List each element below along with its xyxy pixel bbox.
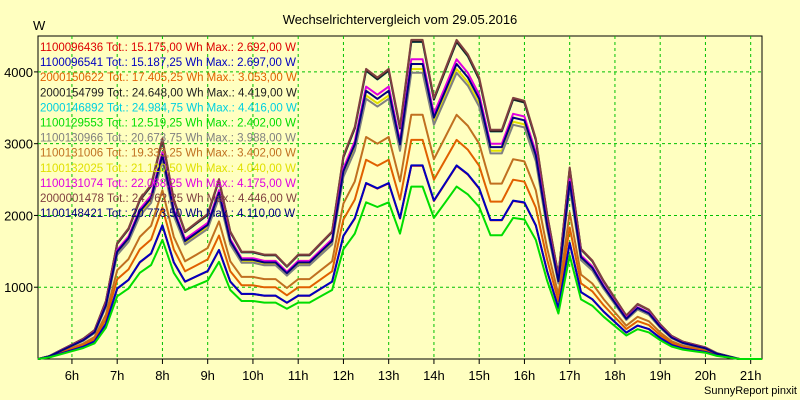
- x-tick-label: 12h: [333, 368, 355, 383]
- series-line-1100129553: [37, 185, 762, 360]
- legend-entry-1100096541: 1100096541 Tot.: 15.187,25 Wh Max.: 2.69…: [40, 57, 296, 69]
- series-line-1100148421: [37, 63, 762, 360]
- x-tick-label: 7h: [110, 368, 124, 383]
- chart-title: Wechselrichtervergleich vom 29.05.2016: [283, 12, 518, 27]
- y-axis-unit: W: [33, 18, 46, 33]
- x-tick-label: 19h: [649, 368, 671, 383]
- x-tick-label: 13h: [378, 368, 400, 383]
- legend-entry-2000150622: 2000150622 Tot.: 17.405,25 Wh Max.: 3.05…: [40, 72, 297, 84]
- legend-entry-1100148421: 1100148421 Tot.: 20.773,50 Wh Max.: 4.11…: [40, 208, 295, 220]
- plot-frame: [37, 35, 763, 360]
- x-tick-label: 20h: [695, 368, 717, 383]
- legend-entry-1100129553: 1100129553 Tot.: 12.519,25 Wh Max.: 2.40…: [40, 118, 296, 130]
- x-tick-label: 18h: [604, 368, 626, 383]
- footer-credit: SunnyReport pinxit: [704, 385, 797, 397]
- y-tick-label: 1000: [4, 280, 33, 295]
- series-line-1100131006: [37, 113, 762, 360]
- x-tick-label: 16h: [514, 368, 536, 383]
- x-tick-label: 9h: [200, 368, 214, 383]
- x-tick-label: 21h: [740, 368, 762, 383]
- series-line-2000001478: [37, 38, 762, 360]
- legend-entry-2000154799: 2000154799 Tot.: 24.648,00 Wh Max.: 4.41…: [40, 87, 297, 99]
- y-tick-label: 3000: [4, 137, 33, 152]
- series-line-2000150622: [37, 138, 762, 360]
- x-tick-label: 6h: [65, 368, 79, 383]
- legend-entry-2000146892: 2000146892 Tot.: 24.984,75 Wh Max.: 4.41…: [40, 102, 297, 114]
- legend-entry-1100096436: 1100096436 Tot.: 15.175,00 Wh Max.: 2.69…: [40, 42, 296, 54]
- legend-entry-1100130966: 1100130966 Tot.: 20.673,75 Wh Max.: 3.98…: [40, 133, 296, 145]
- plot-area: 6h 7h 8h 9h 10h 11h 12h 13h 14h 15h 16h 17h 18h 19h 20…: [4, 35, 763, 383]
- x-tick-label: 11h: [288, 368, 309, 383]
- x-tick-label: 10h: [242, 368, 264, 383]
- legend-entry-1100131006: 1100131006 Tot.: 19.333,25 Wh Max.: 3.40…: [40, 148, 296, 160]
- series-line-1100130966: [37, 71, 762, 360]
- legend-entry-2000001478: 2000001478 Tot.: 24.762,25 Wh Max.: 4.44…: [40, 193, 297, 205]
- legend-entry-1100131074: 1100131074 Tot.: 22.068,25 Wh Max.: 4.17…: [40, 178, 296, 190]
- series-line-1100096541: [37, 164, 762, 360]
- x-tick-label: 14h: [423, 368, 445, 383]
- x-tick-label: 8h: [155, 368, 169, 383]
- y-tick-label: 4000: [4, 65, 33, 80]
- y-tick-label: 2000: [4, 208, 33, 223]
- x-tick-label: 15h: [468, 368, 490, 383]
- legend-entry-1100132025: 1100132025 Tot.: 21.120,50 Wh Max.: 4.04…: [40, 163, 296, 175]
- x-tick-label: 17h: [559, 368, 581, 383]
